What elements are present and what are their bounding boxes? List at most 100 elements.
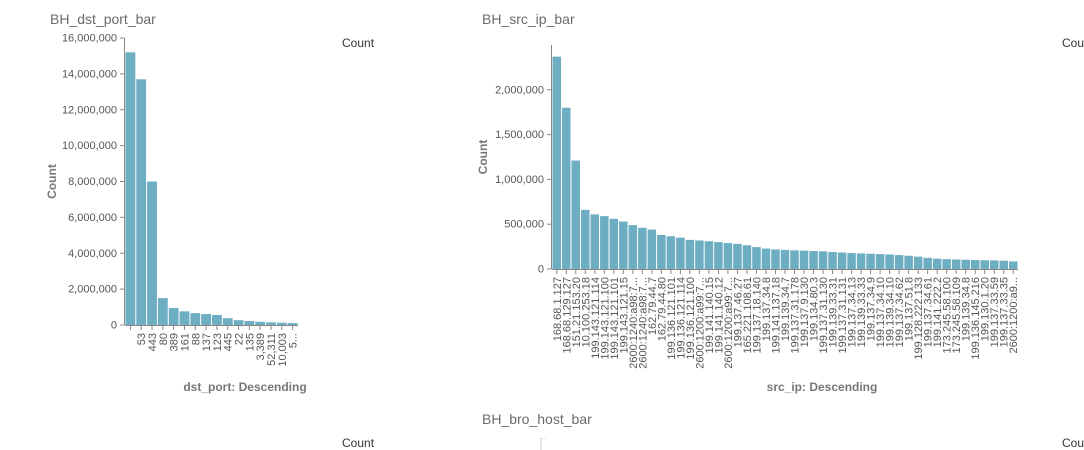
x-tick-label: 162.79.44.80 bbox=[656, 277, 668, 341]
bar[interactable] bbox=[619, 221, 628, 269]
bar[interactable] bbox=[233, 320, 244, 325]
x-tick-label: 173.245.58.109 bbox=[951, 277, 963, 353]
chart-title-dst-port: BH_dst_port_bar bbox=[50, 11, 156, 27]
bar[interactable] bbox=[136, 79, 147, 325]
y-axis-title: Count bbox=[476, 140, 490, 175]
bar[interactable] bbox=[951, 259, 961, 269]
bar[interactable] bbox=[828, 251, 837, 269]
bar[interactable] bbox=[222, 318, 233, 325]
bar[interactable] bbox=[125, 52, 136, 325]
bar[interactable] bbox=[999, 260, 1008, 269]
x-tick-label: 22 bbox=[234, 333, 246, 345]
bar[interactable] bbox=[562, 107, 571, 269]
bar[interactable] bbox=[287, 323, 298, 325]
x-tick-label: 199.139.34.8 bbox=[961, 277, 973, 341]
bar[interactable] bbox=[752, 247, 761, 269]
bar[interactable] bbox=[600, 216, 609, 269]
x-tick-label: 199.141.140.12 bbox=[713, 277, 725, 353]
bar[interactable] bbox=[276, 322, 287, 325]
x-tick-label: 199.137.31.131 bbox=[837, 277, 849, 353]
x-tick-label: 199.137.31.178 bbox=[790, 277, 802, 353]
x-tick-label: 151.21.153.20 bbox=[571, 277, 583, 347]
x-tick-label: 199.143.121.101 bbox=[609, 277, 621, 360]
bar[interactable] bbox=[657, 234, 666, 269]
x-tick-label: 199.143.121.114 bbox=[590, 277, 602, 359]
x-tick-label: 199.139.33.31 bbox=[828, 277, 840, 347]
bar[interactable] bbox=[847, 253, 856, 269]
bar[interactable] bbox=[723, 243, 733, 269]
bar[interactable] bbox=[904, 255, 913, 269]
bar[interactable] bbox=[771, 249, 780, 269]
bar[interactable] bbox=[894, 255, 904, 269]
bar[interactable] bbox=[695, 240, 704, 269]
y-tick-label: 1,500,000 bbox=[495, 129, 544, 141]
bar[interactable] bbox=[961, 259, 970, 269]
bar[interactable] bbox=[581, 209, 590, 269]
y-tick-label: 6,000,000 bbox=[68, 212, 117, 224]
bar[interactable] bbox=[704, 241, 714, 269]
bar[interactable] bbox=[970, 260, 980, 269]
y-axis-title: Count bbox=[45, 164, 59, 199]
bar[interactable] bbox=[714, 242, 723, 269]
x-tick-label: 199.130.1.20 bbox=[980, 277, 992, 341]
bar[interactable] bbox=[179, 311, 190, 325]
x-tick-label: 199.136.121.100 bbox=[685, 277, 697, 360]
bar[interactable] bbox=[147, 181, 157, 326]
bar[interactable] bbox=[742, 245, 752, 269]
bar[interactable] bbox=[885, 254, 894, 269]
x-tick-label: 443 bbox=[147, 333, 159, 351]
x-tick-label: 173.245.58.100 bbox=[942, 277, 954, 353]
x-tick-label: 199.139.33.33 bbox=[856, 277, 868, 347]
x-tick-label: 199.137.33.59 bbox=[989, 277, 1001, 347]
bro-host-axis-stub bbox=[540, 438, 546, 450]
bar[interactable] bbox=[676, 237, 685, 269]
bar[interactable] bbox=[780, 249, 790, 269]
bar[interactable] bbox=[799, 250, 809, 269]
y-tick-label: 4,000,000 bbox=[68, 248, 117, 260]
bar[interactable] bbox=[809, 251, 818, 269]
dst-port-bar-chart: 0 2,000,000 4,000,000 6,000,000 8,000,000 10,… bbox=[45, 33, 307, 395]
bar[interactable] bbox=[571, 160, 581, 269]
bar[interactable] bbox=[552, 56, 562, 269]
y-tick-label: 0 bbox=[538, 264, 544, 276]
bar[interactable] bbox=[989, 260, 999, 269]
bar[interactable] bbox=[157, 298, 168, 325]
bar[interactable] bbox=[266, 322, 276, 325]
x-tick-label: 199.137.34.9 bbox=[866, 277, 878, 341]
bar[interactable] bbox=[168, 307, 179, 325]
bar[interactable] bbox=[609, 218, 619, 269]
bar[interactable] bbox=[790, 250, 799, 269]
bar[interactable] bbox=[212, 314, 222, 325]
bar[interactable] bbox=[923, 257, 932, 269]
bar[interactable] bbox=[190, 313, 201, 325]
bar[interactable] bbox=[1008, 261, 1018, 269]
bar[interactable] bbox=[638, 227, 647, 269]
bar[interactable] bbox=[733, 243, 742, 269]
bar[interactable] bbox=[837, 252, 847, 269]
x-tick-label: 199.139.34.10 bbox=[885, 277, 897, 347]
bar[interactable] bbox=[875, 254, 885, 269]
bar[interactable] bbox=[201, 314, 211, 325]
bar[interactable] bbox=[244, 321, 255, 325]
bar[interactable] bbox=[666, 236, 676, 269]
bar[interactable] bbox=[628, 225, 638, 269]
x-tick-label: 5... bbox=[288, 333, 300, 348]
bar[interactable] bbox=[932, 258, 942, 269]
bar[interactable] bbox=[761, 248, 771, 269]
bar[interactable] bbox=[980, 260, 989, 269]
x-tick-label: 168.68.1.127 bbox=[552, 277, 564, 341]
bar[interactable] bbox=[942, 259, 951, 269]
x-tick-label: 389 bbox=[169, 333, 181, 351]
bar[interactable] bbox=[590, 214, 600, 269]
bar[interactable] bbox=[255, 321, 266, 325]
x-tick-label: 123 bbox=[212, 333, 224, 351]
bar[interactable] bbox=[913, 256, 923, 269]
bar[interactable] bbox=[685, 239, 695, 269]
x-tick-label: 52,311 bbox=[266, 333, 278, 366]
bar[interactable] bbox=[818, 251, 828, 269]
bar[interactable] bbox=[647, 229, 657, 269]
x-tick-label: 199.143.121.100 bbox=[599, 277, 611, 360]
x-tick-label: 199.137.51.8 bbox=[904, 277, 916, 341]
bar[interactable] bbox=[856, 253, 866, 269]
bar[interactable] bbox=[866, 253, 875, 269]
